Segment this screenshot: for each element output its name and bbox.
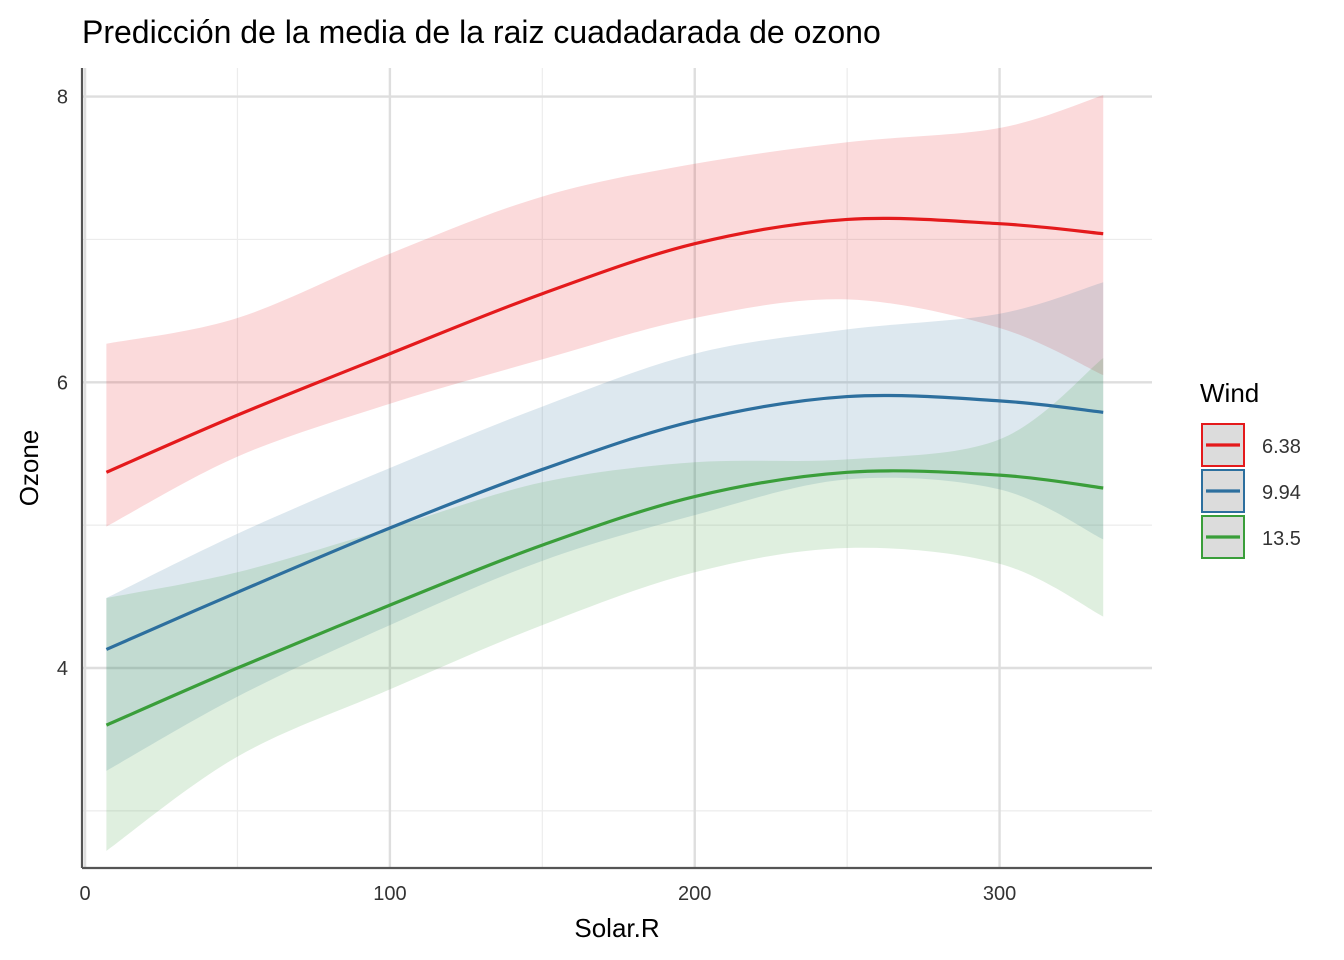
series-line-6.38 [105,216,1104,474]
x-axis-title: Solar.R [574,913,659,943]
y-axis-title: Ozone [14,430,44,507]
series-lines [105,216,1104,727]
y-tick-label: 6 [57,372,68,394]
confidence-ribbons [106,95,1104,851]
x-tick-label: 100 [373,883,406,905]
x-tick-label: 0 [79,883,90,905]
series-line-9.94 [105,393,1104,651]
x-tick-label: 300 [983,883,1016,905]
x-tick-label: 200 [678,883,711,905]
chart-title: Predicción de la media de la raiz cuadad… [82,14,881,50]
ribbon-6.38 [106,95,1104,527]
y-tick-label: 4 [57,658,68,680]
legend-item: 9.94 [1201,469,1301,513]
legend-label: 13.5 [1262,528,1301,550]
legend-label: 9.94 [1262,482,1301,504]
y-tick-label: 8 [57,87,68,109]
major-gridlines [82,68,1152,868]
legend-title: Wind [1200,378,1259,408]
minor-gridlines [82,68,1152,868]
ribbon-9.94 [106,282,1104,771]
x-tick-labels: 0 100 200 300 [79,883,1016,905]
legend: Wind 6.38 9.94 13.5 [1200,378,1301,559]
legend-item: 13.5 [1201,515,1301,559]
legend-item: 6.38 [1201,423,1301,467]
y-tick-labels: 4 6 8 [57,87,68,680]
series-line-13.5 [105,469,1104,727]
legend-label: 6.38 [1262,436,1301,458]
ribbon-13.5 [106,358,1104,851]
